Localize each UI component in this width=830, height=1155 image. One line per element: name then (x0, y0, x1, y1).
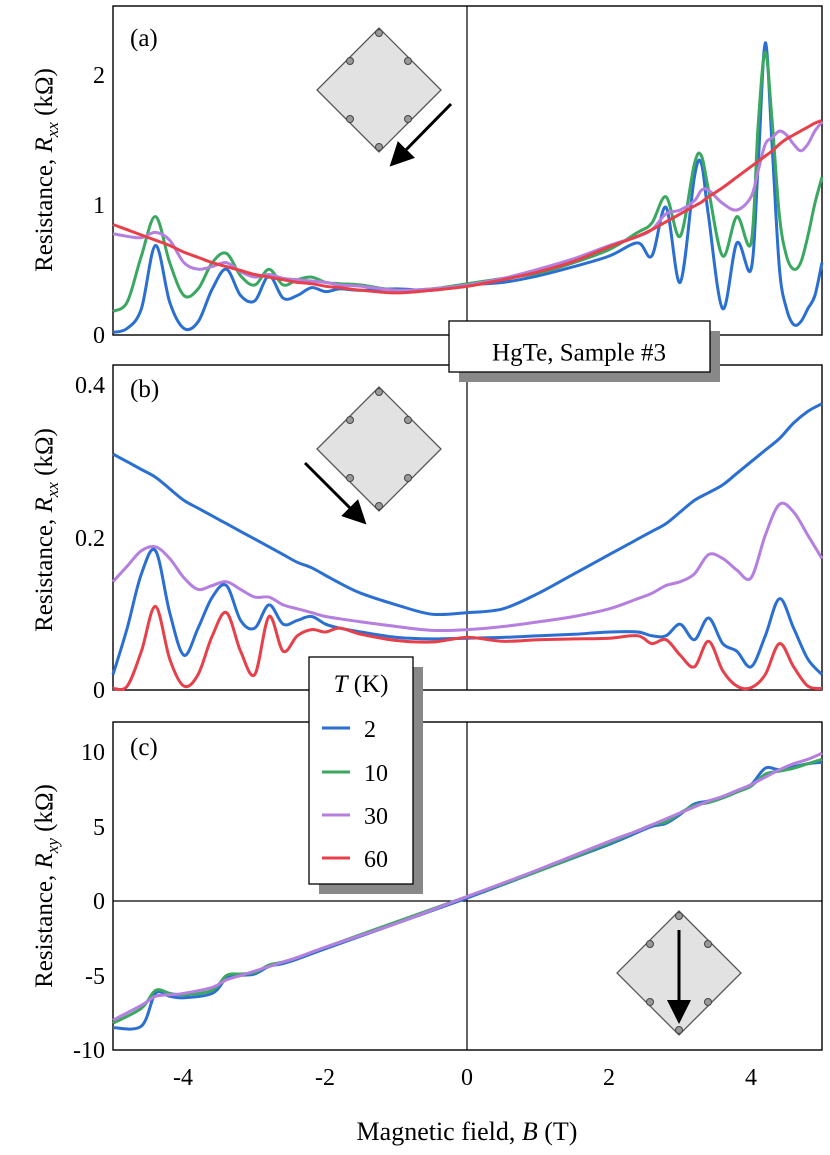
sample-annotation: HgTe, Sample #3 (448, 320, 720, 382)
x-axis: -4 -2 0 2 4 Magnetic field, B (T) (173, 1065, 757, 1146)
y-tick-label: -5 (85, 964, 105, 990)
sample-diagram-b (316, 386, 442, 512)
legend-entry: 10 (322, 761, 388, 787)
legend-label: 30 (364, 804, 388, 830)
legend-label: 10 (364, 761, 388, 787)
legend-entry: 30 (322, 804, 388, 830)
panel-a-yticks: 0 1 2 (93, 63, 105, 349)
panel-a-label: (a) (130, 25, 158, 52)
y-tick-label: 0 (93, 323, 105, 349)
series-line (112, 604, 823, 691)
y-tick-label: 0.2 (75, 526, 105, 552)
legend-entry: 2 (322, 717, 376, 743)
y-tick-label: 0 (93, 889, 105, 915)
panel-a: (a) 0 1 2 Resistance, Rxx (kΩ) (31, 5, 824, 349)
y-tick-label: 1 (93, 193, 105, 219)
panel-b-yticks: 0 0.2 0.4 (75, 373, 105, 704)
series-line (111, 501, 824, 633)
panel-b-curves (111, 402, 824, 691)
series-line (111, 547, 824, 676)
x-tick-label: 0 (461, 1065, 473, 1091)
sample-annotation-text: HgTe, Sample #3 (492, 340, 666, 367)
legend-label: 2 (364, 717, 376, 743)
panel-a-ylabel: Resistance, Rxx (kΩ) (31, 68, 62, 272)
sample-diagram-a (316, 27, 442, 153)
panel-b-label: (b) (130, 376, 159, 403)
x-tick-label: -2 (315, 1065, 335, 1091)
panel-c-ylabel: Resistance, Rxy (kΩ) (31, 784, 62, 988)
panel-c-curves (112, 751, 823, 1031)
legend-entry: 60 (322, 847, 388, 873)
y-tick-label: 10 (81, 740, 105, 766)
legend-label: 60 (364, 847, 388, 873)
y-tick-label: 5 (93, 815, 105, 841)
panel-c-label: (c) (130, 734, 158, 761)
panel-a-curves (112, 41, 824, 334)
y-tick-label: 0.4 (75, 373, 105, 399)
x-tick-label: 2 (603, 1065, 615, 1091)
legend-title: T (K) (334, 671, 389, 698)
series-line (112, 402, 823, 617)
series-line (112, 751, 823, 1022)
panel-b: (b) 0 0.2 0.4 Resistance, Rxx (kΩ) (31, 364, 824, 704)
series-line (112, 119, 823, 295)
x-tick-label: -4 (173, 1065, 193, 1091)
panel-c-yticks: -10 -5 0 5 10 (73, 740, 105, 1064)
current-arrow-a (389, 102, 453, 167)
x-tick-label: 4 (745, 1065, 757, 1091)
current-arrow-b (303, 461, 367, 525)
y-tick-label: 0 (93, 678, 105, 704)
y-tick-label: 2 (93, 63, 105, 89)
y-tick-label: -10 (73, 1038, 105, 1064)
x-axis-title: Magnetic field, B (T) (357, 1117, 578, 1146)
panel-b-ylabel: Resistance, Rxx (kΩ) (31, 428, 62, 632)
legend: T (K) 2 10 30 60 (308, 656, 423, 894)
panel-c: (c) -10 -5 0 5 10 Resistance, Rxy (kΩ) (31, 721, 823, 1064)
